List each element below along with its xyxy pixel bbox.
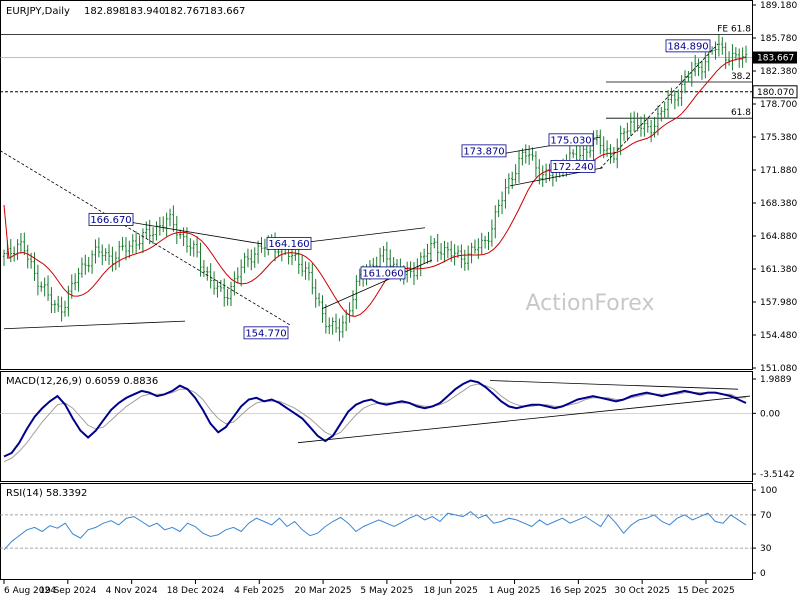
- fib-label: 61.8: [731, 108, 751, 118]
- macd-axis-label: -3.5142: [760, 470, 795, 480]
- trendline: [321, 259, 433, 310]
- ohlc-high: 183.940: [124, 6, 165, 17]
- trendline: [3, 320, 186, 330]
- macd-trendline: [297, 395, 751, 444]
- rsi-panel-frame: [0, 483, 753, 580]
- price-axis-label: 157.980: [760, 298, 797, 308]
- fib-label: FE 61.8: [717, 24, 751, 34]
- macd-panel-frame: [0, 371, 753, 482]
- swing-label-box: [550, 159, 596, 173]
- time-axis-label: 6 Aug 2024: [4, 586, 56, 596]
- swing-label: 154.770: [245, 328, 286, 339]
- ohlc-open: 182.898: [84, 6, 125, 17]
- time-axis-label: 15 Dec 2025: [677, 586, 735, 596]
- ohlc-low: 182.767: [164, 6, 205, 17]
- fib-label: 38.2: [731, 72, 751, 82]
- swing-label: 164.160: [268, 239, 309, 250]
- price-axis-label: 178.700: [760, 100, 797, 110]
- level-label: 180.070: [757, 88, 794, 98]
- time-axis-label: 4 Feb 2025: [234, 586, 284, 596]
- swing-label-box: [88, 213, 134, 226]
- macd-line: [3, 379, 747, 458]
- rsi-line: [3, 510, 747, 551]
- rsi-label: RSI(14) 58.3392: [6, 488, 87, 499]
- trendline: [599, 43, 719, 169]
- price-axis-label: 175.380: [760, 133, 797, 143]
- time-axis-label: 16 Sep 2025: [550, 586, 607, 596]
- rsi-axis-label: 30: [760, 544, 772, 554]
- swing-label-box: [360, 266, 406, 280]
- swing-label-box: [266, 236, 312, 250]
- price-axis-label: 171.880: [760, 166, 797, 176]
- macd-trendline: [489, 380, 739, 390]
- rsi-axis-label: 100: [760, 486, 777, 496]
- rsi-axis-label: 0: [760, 569, 766, 579]
- price-axis-label: 154.480: [760, 331, 797, 341]
- swing-label: 184.890: [667, 41, 708, 52]
- trendline: [0, 150, 291, 326]
- price-axis-label: 189.180: [760, 1, 797, 11]
- swing-label-box: [665, 39, 711, 53]
- price-axis-label: 182.380: [760, 67, 797, 77]
- swing-label: 172.240: [552, 162, 593, 173]
- swing-label: 161.060: [362, 268, 403, 279]
- swing-label-box: [243, 326, 289, 340]
- price-axis-label: 161.380: [760, 265, 797, 275]
- chart-symbol: EURJPY,Daily: [6, 6, 70, 17]
- time-axis-label: 18 Dec 2024: [167, 586, 225, 596]
- ohlc-close: 183.667: [204, 6, 245, 17]
- trendline: [299, 227, 426, 244]
- rsi-axis-label: 70: [760, 511, 772, 521]
- time-axis-label: 18 Jun 2025: [424, 586, 478, 596]
- trendline: [117, 219, 263, 245]
- macd-label: MACD(12,26,9) 0.6059 0.8836: [6, 376, 158, 387]
- price-panel-frame: [0, 0, 753, 370]
- time-axis-label: 5 May 2025: [360, 586, 413, 596]
- swing-label-box: [548, 133, 594, 147]
- swing-label: 166.670: [90, 215, 131, 226]
- time-axis-label: 19 Sep 2024: [39, 586, 96, 596]
- macd-axis-label: 1.9889: [760, 375, 792, 385]
- current-price-label: 183.667: [757, 54, 794, 64]
- time-axis-label: 30 Oct 2025: [614, 586, 670, 596]
- macd-axis-label: 0.00: [760, 409, 780, 419]
- price-axis-label: 164.880: [760, 232, 797, 242]
- time-axis-label: 4 Nov 2024: [106, 586, 158, 596]
- price-axis-label: 168.380: [760, 199, 797, 209]
- watermark: ActionForex: [526, 291, 655, 316]
- current-price-box: [753, 51, 797, 64]
- price-axis-label: 151.080: [760, 364, 797, 374]
- time-axis-label: 1 Aug 2025: [489, 586, 541, 596]
- swing-label-box: [461, 144, 507, 158]
- time-axis-label: 20 Mar 2025: [295, 586, 352, 596]
- price-axis-label: 185.780: [760, 34, 797, 44]
- level-label-box: [752, 85, 798, 99]
- swing-label: 173.870: [463, 146, 504, 157]
- moving-average-line: [3, 56, 747, 317]
- swing-label: 175.030: [550, 135, 591, 146]
